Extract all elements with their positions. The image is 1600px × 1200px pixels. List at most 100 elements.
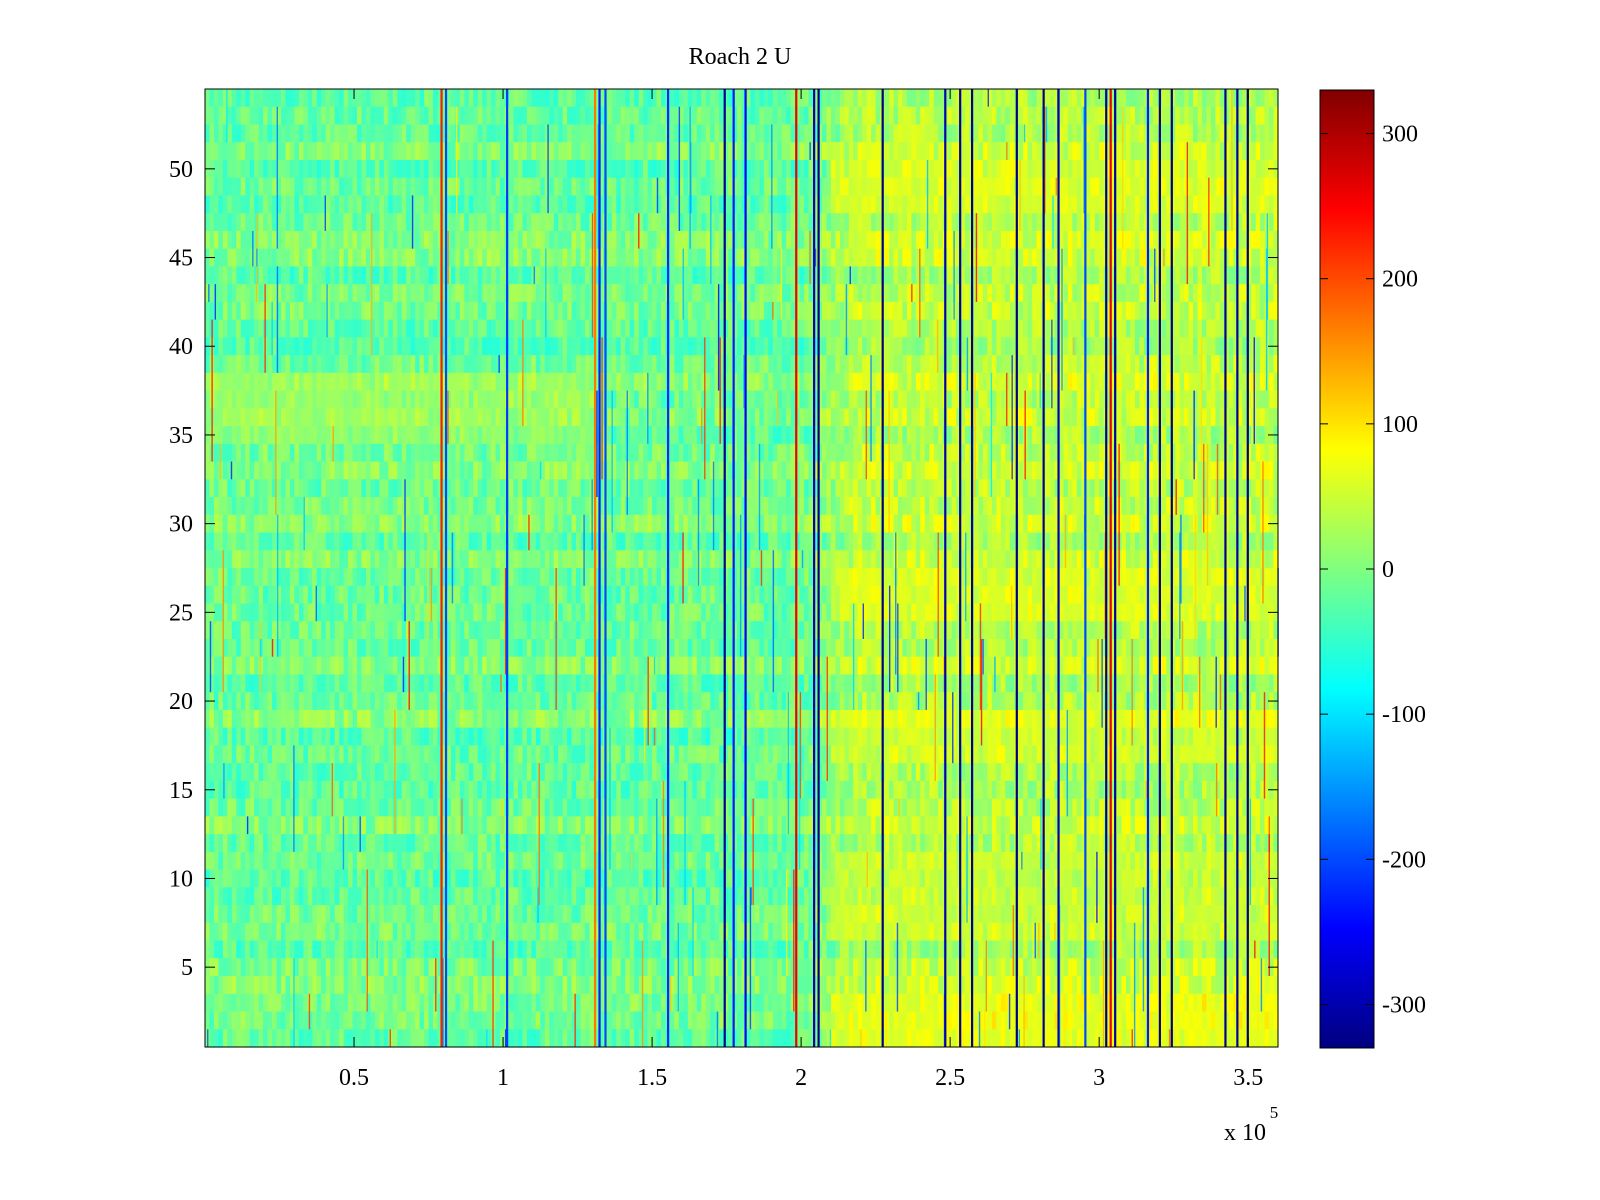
heatmap-cell: [929, 301, 935, 321]
heatmap-cell: [482, 319, 488, 338]
heatmap-cell: [661, 89, 667, 108]
heatmap-cell: [1206, 159, 1212, 179]
heatmap-cell: [1139, 355, 1145, 374]
heatmap-cell: [410, 301, 416, 321]
heatmap-cell: [222, 337, 228, 356]
heatmap-cell: [227, 390, 233, 409]
heatmap-cell: [236, 177, 242, 197]
heatmap-cell: [647, 106, 653, 126]
heatmap-cell: [205, 266, 211, 285]
heatmap-cell: [933, 124, 939, 143]
heatmap-cell: [1054, 124, 1060, 143]
heatmap-cell: [357, 159, 363, 179]
heatmap-cell: [987, 89, 993, 108]
heatmap-cell: [580, 266, 586, 285]
heatmap-cell: [893, 355, 899, 374]
heatmap-cell: [1125, 106, 1132, 126]
heatmap-cell: [848, 319, 854, 338]
heatmap-cell: [987, 159, 993, 179]
heatmap-cell: [289, 301, 296, 321]
heatmap-cell: [254, 372, 260, 392]
heatmap-cell: [897, 142, 904, 161]
heatmap-cell: [374, 142, 380, 161]
heatmap-cell: [893, 301, 899, 321]
heatmap-cell: [705, 266, 711, 285]
heatmap-cell: [352, 408, 358, 427]
heatmap-cell: [571, 408, 577, 427]
heatmap-cell: [1219, 89, 1225, 108]
heatmap-cell: [933, 301, 939, 321]
heatmap-cell: [804, 426, 810, 445]
heatmap-cell: [956, 355, 962, 374]
heatmap-cell: [580, 426, 586, 445]
heatmap-cell: [1036, 408, 1042, 427]
heatmap-cell: [343, 266, 349, 285]
heatmap-cell: [1130, 195, 1136, 214]
heatmap-cell: [692, 124, 698, 143]
heatmap-cell: [513, 284, 519, 303]
heatmap-cell: [1054, 89, 1060, 108]
heatmap-cell: [1036, 124, 1042, 143]
heatmap-cell: [272, 106, 278, 126]
heatmap-cell: [316, 355, 322, 374]
heatmap-cell: [1134, 142, 1140, 161]
heatmap-cell: [607, 195, 613, 214]
heatmap-cell: [1233, 284, 1239, 303]
heatmap-cell: [1063, 319, 1069, 338]
heatmap-cell: [218, 230, 224, 250]
heatmap-cell: [392, 443, 398, 463]
heatmap-cell: [509, 390, 515, 409]
heatmap-cell: [924, 106, 930, 126]
heatmap-cell: [535, 426, 541, 445]
heatmap-cell: [1067, 355, 1073, 374]
heatmap-cell: [433, 124, 439, 143]
heatmap-cell: [620, 284, 626, 303]
heatmap-cell: [947, 337, 953, 356]
heatmap-cell: [889, 213, 895, 232]
heatmap-cell: [1117, 426, 1123, 445]
heatmap-cell: [929, 443, 935, 463]
heatmap-cell: [567, 124, 573, 143]
heatmap-cell: [804, 159, 810, 179]
heatmap-cell: [915, 372, 921, 392]
heatmap-cell: [643, 266, 649, 285]
heatmap-cell: [1255, 106, 1261, 126]
heatmap-cell: [745, 142, 752, 161]
heatmap-cell: [705, 248, 711, 268]
heatmap-cell: [455, 213, 461, 232]
heatmap-cell: [848, 372, 854, 392]
heatmap-cell: [459, 195, 465, 214]
heatmap-cell: [920, 230, 926, 250]
heatmap-cell: [750, 426, 756, 445]
heatmap-cell: [1246, 89, 1252, 108]
heatmap-cell: [1063, 213, 1069, 232]
heatmap-cell: [652, 355, 658, 374]
heatmap-cell: [567, 89, 573, 108]
heatmap-cell: [517, 390, 524, 409]
heatmap-cell: [1143, 319, 1149, 338]
heatmap-cell: [1027, 372, 1033, 392]
heatmap-cell: [1264, 106, 1270, 126]
heatmap-cell: [531, 159, 537, 179]
heatmap-cell: [535, 372, 541, 392]
heatmap-cell: [893, 89, 899, 108]
heatmap-cell: [491, 89, 497, 108]
heatmap-cell: [839, 301, 845, 321]
heatmap-cell: [303, 266, 309, 285]
heatmap-cell: [428, 195, 434, 214]
heatmap-cell: [540, 390, 546, 409]
heatmap-cell: [281, 177, 287, 197]
heatmap-cell: [1161, 213, 1167, 232]
heatmap-cell: [227, 124, 233, 143]
heatmap-cell: [978, 390, 984, 409]
heatmap-cell: [298, 301, 304, 321]
heatmap-cell: [933, 408, 939, 427]
heatmap-cell: [1143, 337, 1149, 356]
heatmap-cell: [258, 266, 264, 285]
heatmap-cell: [468, 372, 474, 392]
heatmap-cell: [741, 443, 747, 463]
heatmap-cell: [1260, 337, 1266, 356]
heatmap-cell: [424, 213, 430, 232]
heatmap-cell: [960, 426, 966, 445]
heatmap-cell: [522, 177, 528, 197]
